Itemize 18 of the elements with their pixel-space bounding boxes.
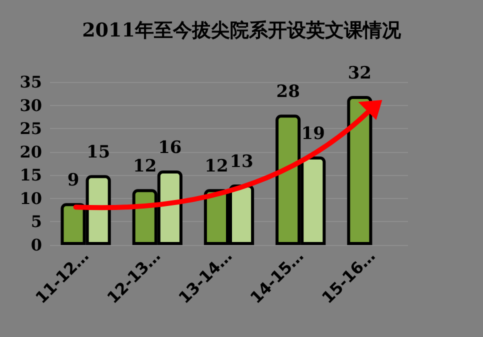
y-tick-label: 15 [20, 166, 42, 185]
data-label: 19 [301, 124, 325, 144]
data-label: 15 [86, 142, 110, 163]
data-label: 12 [204, 156, 228, 177]
data-label: 13 [230, 152, 254, 172]
data-label: 28 [276, 82, 300, 102]
y-tick-label: 35 [20, 72, 42, 92]
data-label: 16 [158, 138, 182, 158]
y-tick-label: 5 [30, 212, 42, 232]
y-tick-label: 20 [20, 142, 42, 162]
data-label: 32 [348, 63, 372, 84]
data-label: 12 [133, 156, 157, 177]
chart-title: 2011年至今拔尖院系开设英文课情况 [82, 20, 402, 42]
y-tick-label: 10 [20, 188, 42, 208]
y-tick-label: 25 [20, 119, 42, 138]
y-tick-label: 0 [30, 236, 42, 254]
y-tick-label: 30 [20, 96, 42, 115]
data-label: 9 [67, 170, 80, 191]
